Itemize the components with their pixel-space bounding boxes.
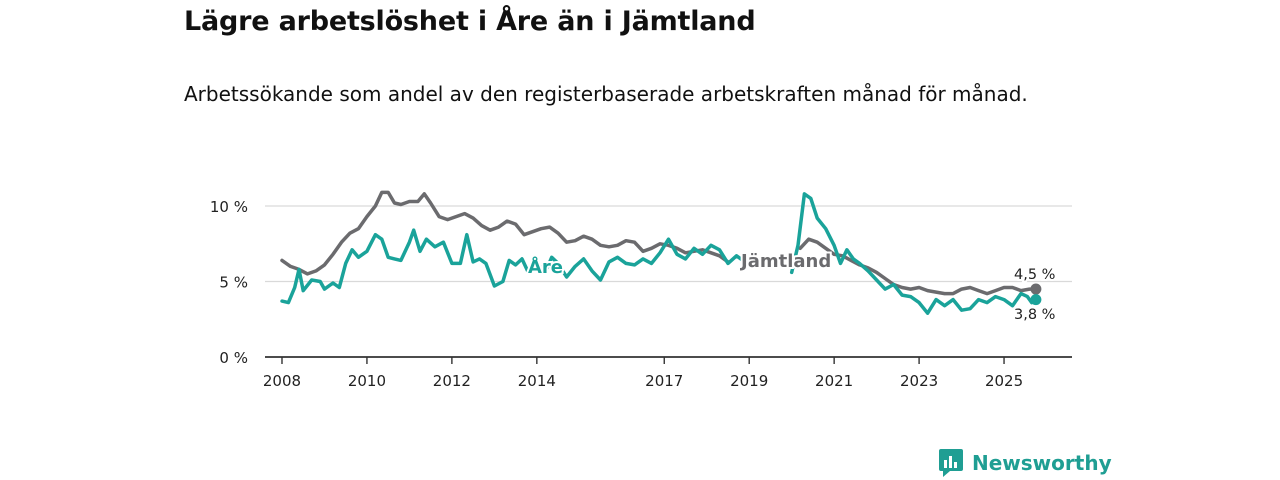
- brand-logo: Newsworthy: [938, 448, 1112, 478]
- x-tick-label: 2010: [348, 372, 386, 390]
- y-tick-label: 10 %: [210, 198, 248, 216]
- x-tick-label: 2023: [900, 372, 938, 390]
- x-tick-label: 2025: [985, 372, 1023, 390]
- brand-name: Newsworthy: [972, 451, 1112, 475]
- x-tick-label: 2021: [815, 372, 853, 390]
- x-tick-label: 2012: [433, 372, 471, 390]
- x-axis: 2008 2010 2012 2014 2017 2019 2021 2023 2025: [263, 356, 1072, 390]
- x-tick-label: 2019: [730, 372, 768, 390]
- series-line-jamtland: [280, 190, 730, 276]
- x-tick-label: 2017: [645, 372, 683, 390]
- series-line-are: [280, 228, 747, 305]
- y-tick-label: 5 %: [219, 274, 248, 292]
- x-tick-label: 2014: [518, 372, 556, 390]
- series-line-are: [789, 192, 1038, 315]
- series-line-jamtland: [798, 237, 1038, 296]
- end-label-jamtland: 4,5 %: [1014, 267, 1055, 283]
- chart-subtitle: Arbetssökande som andel av den registerb…: [184, 82, 1028, 106]
- end-label-are: 3,8 %: [1014, 307, 1055, 323]
- series-label-jamtland: Jämtland: [739, 251, 831, 272]
- y-tick-label: 0 %: [219, 349, 248, 367]
- series-label-are: Åre: [528, 255, 563, 278]
- newsworthy-logo-icon: [939, 449, 963, 477]
- x-tick-label: 2008: [263, 372, 301, 390]
- chart-title: Lägre arbetslöshet i Åre än i Jämtland: [184, 6, 756, 37]
- series-labels: Jämtland Åre 4,5 % 3,8 %: [526, 249, 1057, 325]
- series-end-marker: [1030, 283, 1042, 295]
- gridlines: [265, 205, 1072, 283]
- series-end-marker: [1030, 294, 1042, 306]
- series-lines: [280, 190, 1042, 315]
- y-axis-ticks: 0 % 5 % 10 %: [210, 198, 248, 367]
